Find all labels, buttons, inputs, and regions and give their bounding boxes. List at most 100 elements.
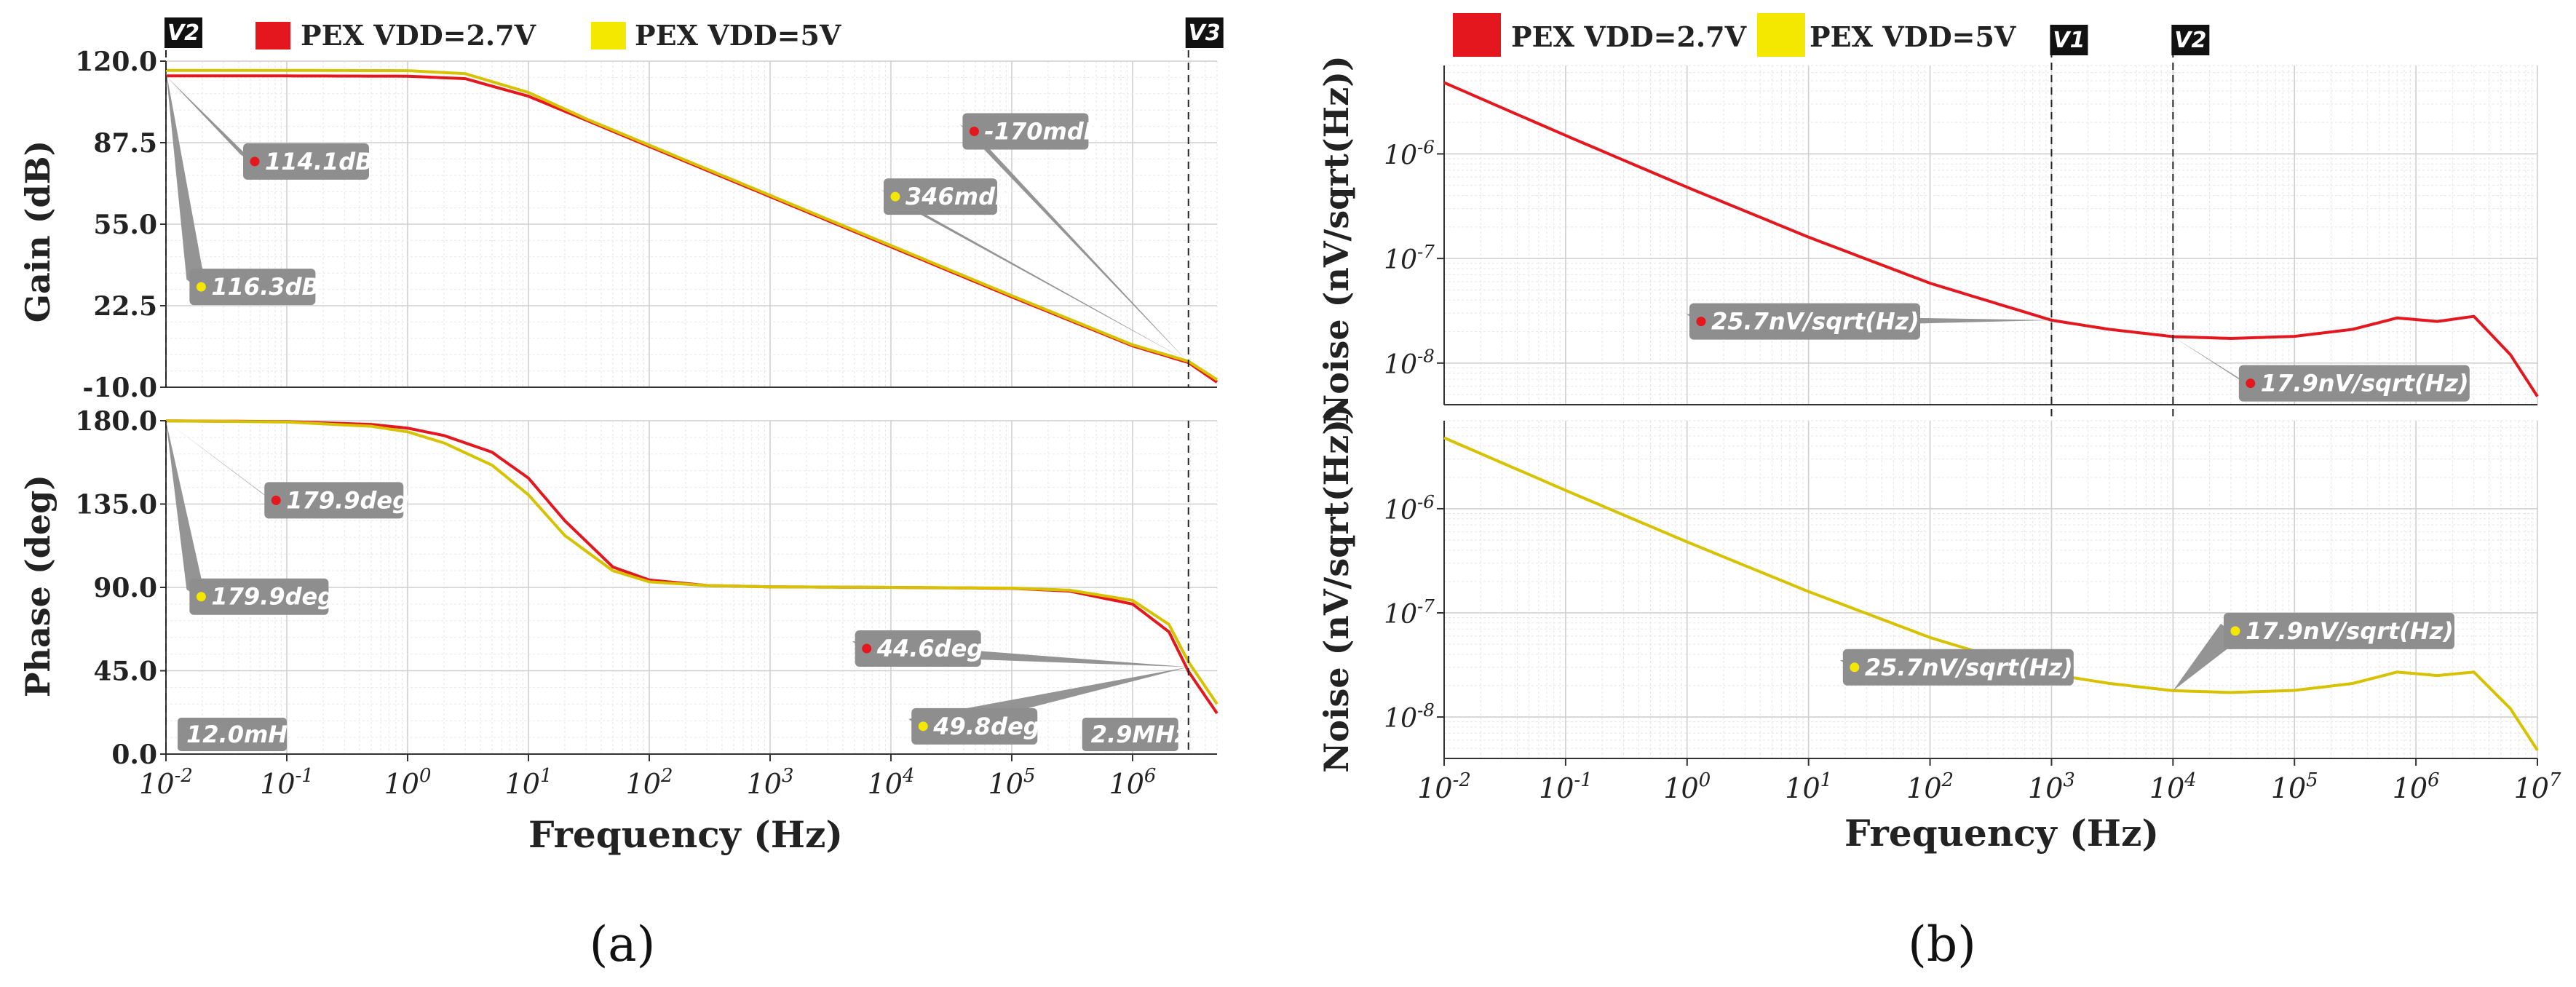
phase-ylabel: Phase (deg)	[18, 475, 58, 697]
phase-annotation-3-dot	[918, 721, 928, 732]
noise_yellow-xtick-label: 101	[1785, 769, 1832, 804]
phase-annotation-2-pointer	[852, 641, 1189, 667]
gain-annotation-1-pointer	[166, 70, 207, 295]
noise_yellow-annotation-1-text: 17.9nV/sqrt(Hz)	[2246, 617, 2454, 645]
phase-ytick-label: 45.0	[93, 657, 157, 687]
legend-label-yellow: PEX VDD=5V	[635, 19, 842, 52]
noise_yellow-plot-area	[1444, 421, 2537, 758]
cursor-V2-tag-text: V2	[167, 20, 199, 46]
noise_yellow-annotation-0-dot	[1850, 662, 1860, 673]
gain-ylabel: Gain (dB)	[18, 140, 58, 323]
phase-xtick-label: 101	[505, 765, 552, 800]
noise_red-annotation-1-dot	[2246, 378, 2256, 389]
gain-legend: PEX VDD=2.7V PEX VDD=5V	[255, 19, 842, 52]
phase-annotation-1-dot	[196, 592, 206, 602]
phase-annotation-3-text: 49.8deg	[932, 713, 1039, 740]
panel-label-b: (b)	[1908, 916, 1976, 972]
gain-annotation-2-pointer	[959, 124, 1189, 363]
noise_red-annotation-1-pointer	[2173, 336, 2256, 391]
gain-annotation-0-box	[243, 143, 370, 180]
gain-annotation-3-dot	[890, 191, 900, 202]
legend-swatch-yellow	[591, 22, 626, 49]
phase-annotation-2-box	[855, 630, 981, 667]
gain-annotation-1-box	[189, 269, 316, 306]
phase-xtick-label: 104	[868, 765, 915, 800]
phase-xtick-label: 100	[384, 765, 432, 800]
noise_yellow-annotation-0-box	[1842, 649, 2074, 686]
noise_yellow-annotation-0-text: 25.7nV/sqrt(Hz)	[1865, 654, 2073, 681]
noise_red-series-red	[1443, 81, 2539, 397]
gain-annotation-3-box	[883, 178, 997, 215]
noise-xlabel: Frequency (Hz)	[1844, 812, 2159, 855]
noise_yellow-xtick-label: 102	[1906, 769, 1954, 804]
cursor-V3-tag	[1185, 17, 1224, 48]
cursor-V3-tag-text: V3	[1189, 20, 1221, 46]
legend-swatch-yellow	[1757, 13, 1805, 57]
cursor-right-value: 2.9MHz	[1091, 721, 1189, 748]
noise_yellow-xtick-label: 103	[2028, 769, 2075, 804]
gain-ytick-label: 87.5	[93, 128, 157, 159]
phase-ytick-label: 90.0	[93, 573, 157, 603]
cursor-value-box	[178, 718, 287, 751]
phase-ytick-label: 0.0	[111, 740, 157, 770]
gain-annotation-1-text: 116.3dB	[211, 273, 320, 301]
noise_red-annotation-1-text: 17.9nV/sqrt(Hz)	[2261, 370, 2469, 397]
legend-label-red: PEX VDD=2.7V	[1511, 20, 1748, 53]
phase-ytick-label: 180.0	[75, 406, 157, 437]
cursor-V1-tag-text: V1	[2053, 28, 2085, 53]
gain-ytick-label: -10.0	[82, 373, 157, 403]
noise_red-ytick-label: 10-6	[1384, 136, 1435, 170]
cursor-value-box	[1082, 718, 1178, 751]
noise_yellow-annotation-1-box	[2223, 612, 2454, 649]
gain-annotation-2-box	[962, 113, 1089, 150]
phase-series-yellow	[165, 419, 1218, 705]
legend-label-red: PEX VDD=2.7V	[301, 19, 537, 52]
gain-annotation-0-dot	[250, 156, 260, 167]
noise_red-annotation-0-text: 25.7nV/sqrt(Hz)	[1711, 308, 1919, 336]
phase-annotation-0-box	[264, 482, 404, 519]
phase-chart: Phase (deg) Frequency (Hz) 180.0 135.0 90.…	[18, 406, 1218, 856]
noise-red-ylabel: Noise (nV/sqrt(Hz))	[1317, 55, 1356, 425]
phase-xtick-label: 10-1	[260, 765, 314, 800]
noise_yellow-ytick-label: 10-6	[1384, 491, 1435, 526]
cursor-V2-tag	[2171, 25, 2210, 55]
phase-annotation-3-box	[911, 707, 1038, 745]
phase-xtick-label: 105	[988, 765, 1036, 800]
gain-annotation-2-dot	[969, 126, 979, 136]
noise_red-ytick-label: 10-8	[1384, 346, 1435, 380]
phase-xtick-label: 106	[1109, 765, 1157, 800]
panel-label-a: (a)	[590, 916, 656, 972]
cursor-V1-tag	[2050, 25, 2088, 55]
noise_yellow-xtick-label: 10-2	[1417, 769, 1471, 804]
cursor-V2-tag-text: V2	[2174, 28, 2206, 53]
phase-xtick-label: 10-2	[139, 765, 193, 800]
gain-ytick-label: 55.0	[93, 210, 157, 240]
phase-xtick-label: 102	[626, 765, 673, 800]
phase-annotation-1-pointer	[166, 421, 207, 604]
phase-annotation-2-dot	[862, 643, 872, 654]
gain-annotation-0-text: 114.1dB	[265, 148, 373, 175]
noise_red-annotation-0-dot	[1696, 317, 1706, 327]
noise_yellow-xtick-label: 104	[2149, 769, 2197, 804]
noise-legend: PEX VDD=2.7V PEX VDD=5V	[1453, 13, 2017, 57]
gain-chart: Gain (dB) PEX VDD=2.7V PEX VDD=5V 120.0 8…	[18, 17, 1224, 403]
noise_yellow-xtick-label: 100	[1663, 769, 1711, 804]
noise-yellow-ylabel: Noise (nV/sqrt(Hz))	[1317, 403, 1356, 773]
legend-swatch-red	[255, 22, 290, 49]
noise_yellow-xtick-label: 10-1	[1539, 769, 1593, 804]
legend-label-yellow: PEX VDD=5V	[1810, 20, 2017, 53]
noise_red-annotation-0-box	[1689, 303, 1920, 340]
noise_yellow-xtick-label: 105	[2271, 769, 2318, 804]
noise-chart-red: Noise (nV/sqrt(Hz)) PEX VDD=2.7V PEX VDD…	[1317, 13, 2539, 758]
gain-annotation-2-text: -170mdB	[984, 117, 1101, 145]
noise_red-ytick-label: 10-7	[1384, 241, 1435, 275]
phase-annotation-1-text: 179.9deg	[211, 583, 334, 611]
noise-chart-yellow: Noise (nV/sqrt(Hz)) Frequency (Hz) 10-6 1…	[1317, 403, 2561, 855]
legend-swatch-red	[1453, 13, 1501, 57]
cursor-V2-tag	[165, 17, 202, 48]
phase-ytick-label: 135.0	[75, 490, 157, 520]
noise_red-annotation-1-box	[2238, 365, 2470, 402]
phase-xtick-label: 103	[747, 765, 794, 800]
phase-xlabel: Frequency (Hz)	[528, 813, 843, 856]
gain-ytick-label: 120.0	[75, 47, 157, 77]
